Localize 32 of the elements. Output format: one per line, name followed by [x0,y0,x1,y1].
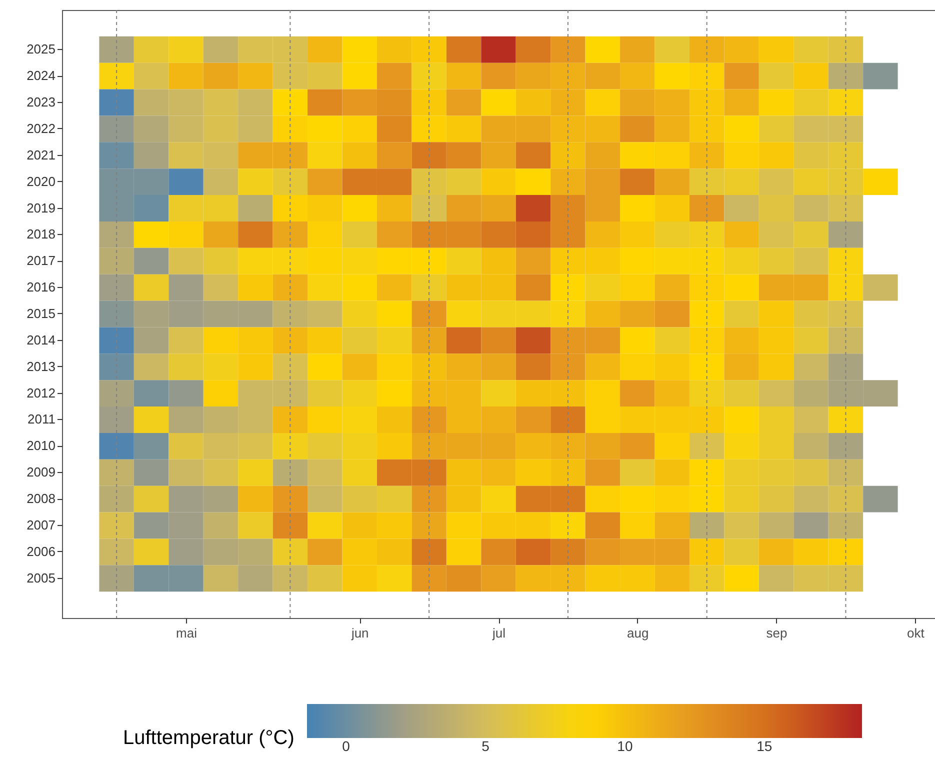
y-tick-label: 2013 [26,358,56,374]
y-tick-label: 2011 [28,412,56,427]
color-bar-label: 5 [482,738,490,754]
y-tick-label: 2022 [26,120,56,136]
color-bar-label: 10 [617,738,633,754]
y-tick-label: 2007 [26,517,56,532]
x-tick-label: jun [350,626,369,640]
y-tick-label: 2005 [26,570,56,586]
y-tick-label: 2009 [26,464,56,480]
x-tick-label: sep [766,626,788,640]
y-tick-label: 2019 [26,200,56,216]
x-tick-label: mai [176,626,198,640]
x-tick-label: okt [906,626,925,640]
color-bar-label: 0 [342,738,350,754]
y-tick-label: 2006 [26,544,56,559]
y-tick-label: 2008 [26,491,56,506]
y-tick-label: 2014 [26,332,56,348]
y-tick-label: 2010 [26,438,56,454]
color-bar-title: Lufttemperatur (°C) [123,727,294,749]
y-tick-label: 2023 [26,94,56,110]
x-tick-label: jul [491,626,506,640]
color-bar-label: 15 [756,738,772,754]
x-tick-label: aug [627,626,649,640]
y-tick-label: 2015 [26,306,56,321]
y-tick-label: 2012 [26,385,56,400]
y-tick-label: 2017 [26,253,56,268]
y-tick-label: 2024 [26,68,56,84]
y-tick-label: 2016 [26,280,56,295]
y-tick-label: 2020 [26,174,56,189]
y-tick-label: 2021 [26,147,56,162]
y-tick-label: 2025 [26,42,56,57]
y-tick-label: 2018 [26,226,56,242]
